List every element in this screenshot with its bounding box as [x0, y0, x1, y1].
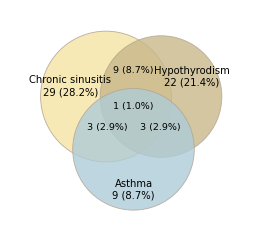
Text: 3 (2.9%): 3 (2.9%)	[87, 123, 127, 132]
Circle shape	[41, 31, 171, 162]
Text: Chronic sinusitis
29 (28.2%): Chronic sinusitis 29 (28.2%)	[29, 76, 111, 97]
Text: 3 (2.9%): 3 (2.9%)	[140, 123, 180, 132]
Circle shape	[73, 88, 194, 210]
Circle shape	[100, 36, 222, 157]
Text: 9 (8.7%): 9 (8.7%)	[113, 66, 154, 75]
Text: Hypothyrodism
22 (21.4%): Hypothyrodism 22 (21.4%)	[154, 66, 230, 88]
Text: 1 (1.0%): 1 (1.0%)	[113, 102, 154, 111]
Text: Asthma
9 (8.7%): Asthma 9 (8.7%)	[112, 179, 155, 200]
